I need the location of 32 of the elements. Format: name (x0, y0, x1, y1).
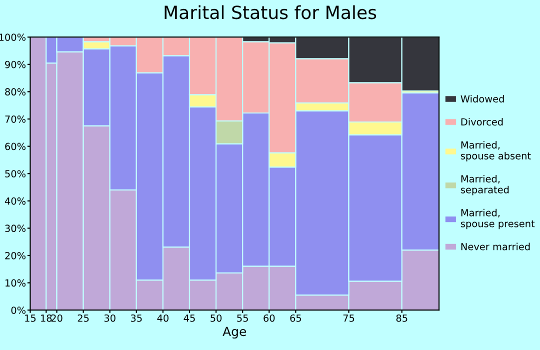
x-tick-label: 30 (104, 314, 116, 322)
y-tick-label: 30% (5, 224, 26, 232)
x-tick-label: 25 (78, 314, 89, 322)
y-tick-label: 90% (5, 60, 26, 68)
chart-title: Marital Status for Males (164, 5, 376, 20)
x-tick-label: 20 (51, 314, 62, 322)
x-tick-label: 45 (184, 314, 195, 322)
x-tick-label: 55 (237, 314, 248, 322)
x-tick-label: 40 (157, 314, 168, 322)
y-tick-label: 20% (5, 252, 26, 260)
y-tick-label: 60% (5, 142, 26, 150)
legend-label: Married, spouse present (460, 208, 535, 230)
x-tick-label: 15 (25, 314, 36, 322)
legend-label: Never married (461, 242, 530, 250)
y-tick-label: 80% (5, 88, 26, 96)
x-tick-label: 50 (210, 314, 222, 322)
x-tick-label: 35 (130, 314, 142, 322)
legend-label: Widowed (460, 95, 504, 103)
x-tick-label: 75 (343, 314, 354, 322)
x-tick-label: 85 (396, 314, 408, 322)
legend-label: Married, spouse absent (460, 141, 531, 162)
legend-label: Married, separated (460, 174, 509, 196)
x-tick-label: 18 (41, 314, 52, 322)
x-axis-title: Age (222, 326, 246, 339)
x-tick-label: 60 (264, 314, 275, 322)
y-tick-label: 10% (6, 279, 26, 287)
x-tick-label: 65 (290, 314, 302, 322)
y-tick-label: 50% (5, 170, 26, 178)
y-tick-label: 0% (11, 306, 26, 314)
y-tick-label: 40% (4, 197, 26, 205)
legend-label: Divorced (461, 118, 503, 126)
y-tick-label: 70% (5, 115, 26, 123)
